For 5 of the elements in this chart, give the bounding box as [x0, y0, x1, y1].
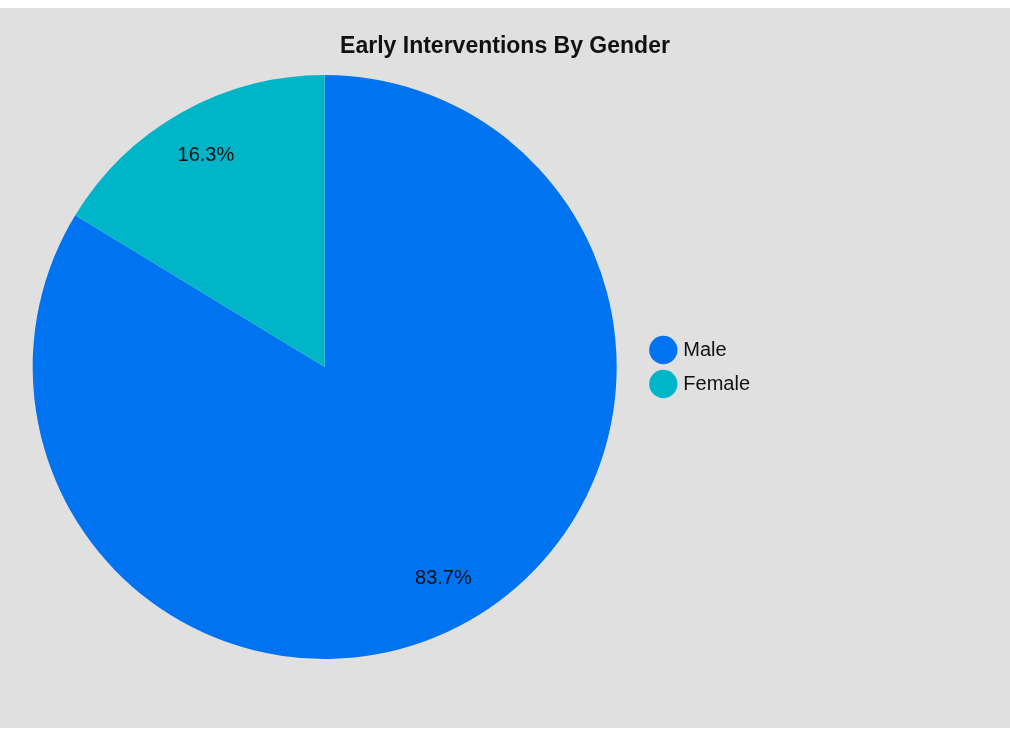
data-label: 16.3%	[177, 143, 235, 166]
chart-title: Early Interventions By Gender	[339, 32, 671, 59]
legend-label: Female	[683, 371, 751, 394]
legend-label: Male	[683, 337, 727, 360]
data-label: 83.7%	[415, 565, 472, 588]
